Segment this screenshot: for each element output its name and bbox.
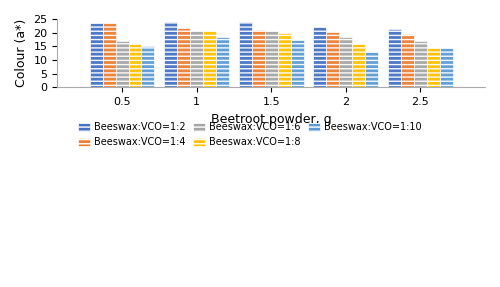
Bar	[401, 34, 414, 87]
Bar	[252, 30, 264, 87]
Bar	[427, 48, 440, 87]
Bar	[326, 32, 340, 87]
Y-axis label: Colour (a*): Colour (a*)	[15, 19, 28, 87]
Bar	[239, 22, 252, 87]
Bar	[340, 37, 352, 87]
Bar	[352, 44, 365, 87]
Bar	[440, 48, 452, 87]
Bar	[290, 40, 304, 87]
Bar	[264, 31, 278, 87]
Bar	[203, 31, 216, 87]
Bar	[388, 29, 401, 87]
X-axis label: Beetroot powder, g: Beetroot powder, g	[211, 113, 332, 126]
Bar	[128, 44, 141, 87]
Bar	[142, 46, 154, 87]
Bar	[177, 28, 190, 87]
Bar	[90, 23, 102, 87]
Bar	[190, 31, 203, 87]
Bar	[414, 41, 427, 87]
Bar	[278, 33, 290, 87]
Bar	[102, 23, 116, 87]
Bar	[314, 27, 326, 87]
Legend: Beeswax:VCO=1:2, Beeswax:VCO=1:4, Beeswax:VCO=1:6, Beeswax:VCO=1:8, Beeswax:VCO=: Beeswax:VCO=1:2, Beeswax:VCO=1:4, Beeswa…	[74, 118, 425, 151]
Bar	[365, 52, 378, 87]
Bar	[216, 37, 229, 87]
Bar	[164, 22, 177, 87]
Bar	[116, 41, 128, 87]
